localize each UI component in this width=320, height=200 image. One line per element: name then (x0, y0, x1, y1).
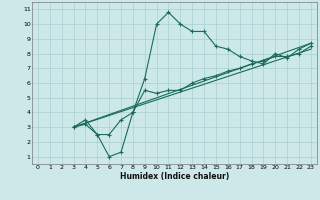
X-axis label: Humidex (Indice chaleur): Humidex (Indice chaleur) (120, 172, 229, 181)
